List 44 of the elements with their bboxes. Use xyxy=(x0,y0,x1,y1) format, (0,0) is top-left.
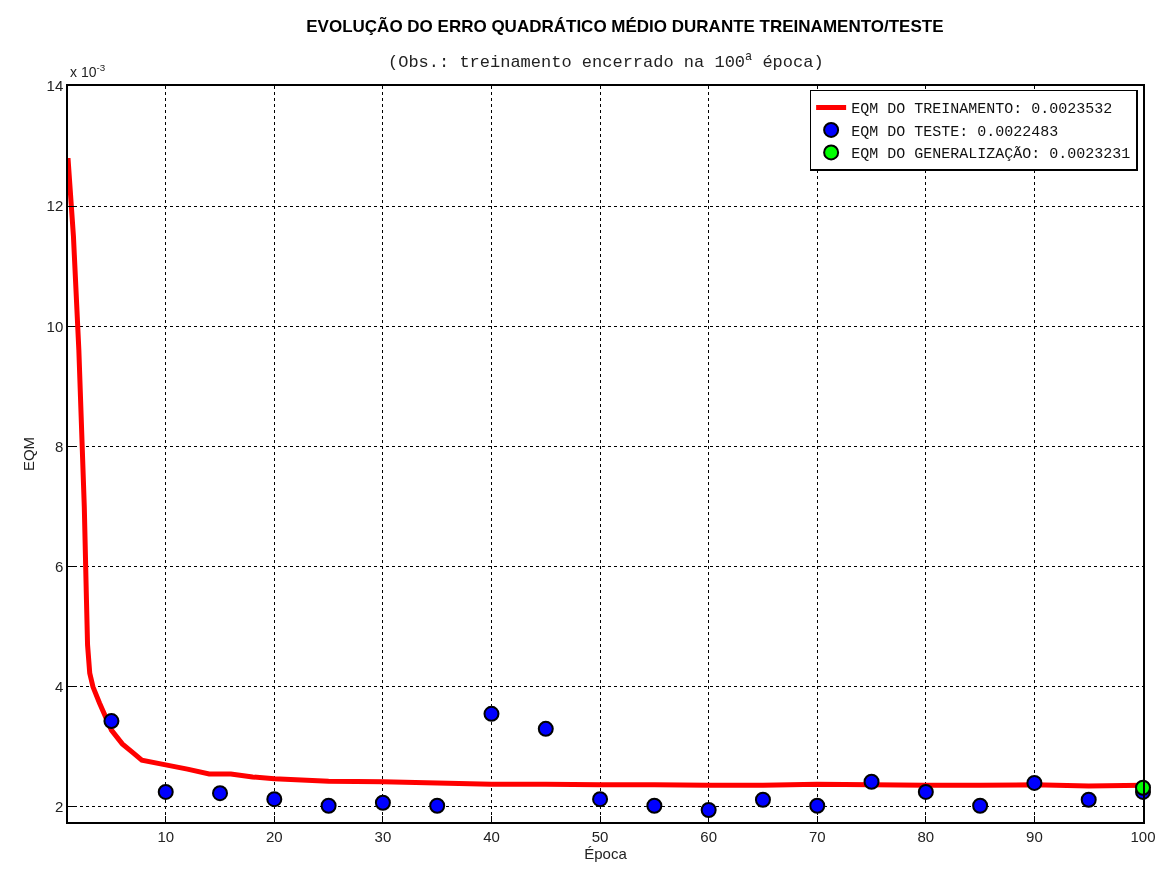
x-tick-label: 10 xyxy=(157,827,175,845)
point xyxy=(103,713,120,730)
point xyxy=(700,801,717,818)
text: x 10$^{-3}$ xyxy=(70,62,106,80)
x-tick-label: 80 xyxy=(917,827,935,845)
point xyxy=(537,720,554,737)
y-tick-label: 10 xyxy=(46,317,64,335)
x-tick-label: 60 xyxy=(700,827,717,845)
legend-label: EQM DO TESTE: 0.0022483 xyxy=(851,123,1059,141)
y-tick-label: 2 xyxy=(54,798,64,816)
legend-label: EQM DO TREINAMENTO: 0.0023532 xyxy=(851,101,1113,119)
x-tick-label: 20 xyxy=(265,827,283,845)
point xyxy=(592,791,609,808)
point xyxy=(320,797,337,814)
x-tick-label: 70 xyxy=(808,827,826,845)
x-tick-label: 50 xyxy=(591,827,609,845)
point xyxy=(754,791,771,808)
x-axis-title: Época xyxy=(584,844,628,862)
point xyxy=(1080,791,1097,808)
x-tick-label: 30 xyxy=(374,827,392,845)
point xyxy=(917,783,934,800)
x-tick-label: 90 xyxy=(1026,827,1043,845)
point xyxy=(972,797,989,814)
y-tick-label: 6 xyxy=(54,557,64,575)
x-tick-label: 40 xyxy=(483,827,500,845)
point xyxy=(157,783,174,800)
chart-title: EVOLUÇÃO DO ERRO QUADRÁTICO MÉDIO DURANTE TREINAMENTO/TESTE xyxy=(306,15,944,36)
y-tick-label: 4 xyxy=(54,678,64,696)
point xyxy=(374,794,391,811)
point xyxy=(266,791,283,808)
point xyxy=(212,785,229,802)
y-tick-label: 8 xyxy=(54,437,64,455)
x-tick-label: 100 xyxy=(1130,827,1156,845)
y-tick-label: 14 xyxy=(46,77,64,95)
point xyxy=(429,797,446,814)
point xyxy=(483,705,500,722)
point xyxy=(809,797,826,814)
chart-subtitle: (Obs.: treinamento encerrado na 100$^{a}$ época) xyxy=(388,50,824,73)
y-axis-title: EQM xyxy=(20,436,38,472)
point xyxy=(1026,774,1043,791)
legend-label: EQM DO GENERALIZAÇÃO: 0.0023231 xyxy=(851,146,1131,164)
point xyxy=(863,773,880,790)
point xyxy=(646,797,663,814)
y-tick-label: 12 xyxy=(46,197,64,215)
